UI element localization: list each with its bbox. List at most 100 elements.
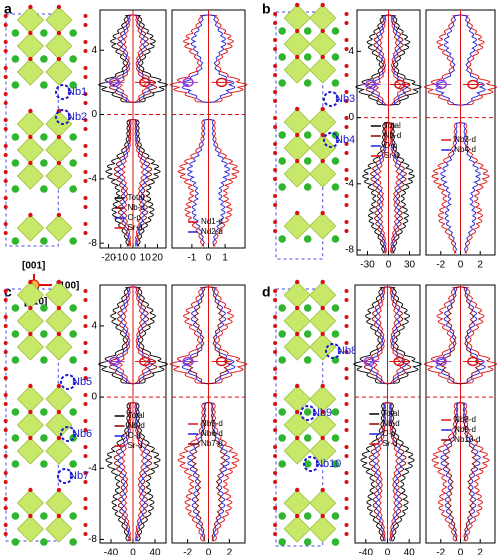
dos-curve: [355, 11, 389, 254]
octahedron: [45, 32, 73, 60]
sr-atom: [278, 460, 287, 468]
o-atom: [344, 497, 349, 501]
o-atom: [344, 480, 349, 484]
legend-label: Sr-d: [384, 151, 399, 160]
legend-label: Sr-d: [382, 439, 397, 448]
o-atom: [273, 497, 278, 501]
o-atom: [273, 21, 278, 25]
o-atom: [3, 222, 8, 226]
sr-atom: [40, 55, 48, 63]
site-marker: [300, 405, 316, 421]
o-atom: [83, 205, 88, 209]
sr-atom: [331, 157, 340, 165]
octahedron: [16, 333, 44, 361]
o-atom: [273, 220, 278, 224]
sr-atom: [278, 157, 287, 165]
sr-atom: [11, 538, 20, 546]
dos-curve: [423, 11, 461, 254]
o-atom: [344, 402, 349, 406]
o-atom: [83, 118, 88, 122]
o-atom: [83, 341, 88, 345]
octahedron: [16, 214, 44, 242]
octahedron: [283, 515, 311, 543]
o-atom: [83, 350, 88, 354]
x-tick-label: -2: [436, 260, 445, 271]
sr-atom: [303, 53, 312, 61]
octahedron: [16, 385, 44, 413]
o-atom: [295, 132, 300, 138]
o-atom: [344, 376, 349, 380]
sr-atom: [69, 512, 77, 520]
y-tick-label: -4: [88, 463, 97, 474]
site-label: Nb5: [72, 376, 92, 388]
o-atom: [28, 134, 33, 140]
sr-atom: [40, 434, 48, 442]
sr-atom: [331, 408, 340, 416]
o-atom: [273, 298, 278, 302]
o-atom: [3, 376, 8, 380]
o-atom: [83, 153, 88, 157]
sr-atom: [278, 79, 287, 87]
o-atom: [273, 480, 278, 484]
x-tick-label: 2: [227, 548, 233, 555]
o-atom: [320, 305, 325, 311]
octahedron: [309, 30, 337, 58]
sr-atom: [69, 304, 77, 312]
dos-curve: [435, 11, 461, 254]
legend-label: Nb-d: [384, 131, 401, 140]
dos-curve: [353, 286, 388, 542]
o-atom: [320, 331, 325, 337]
o-atom: [56, 160, 62, 166]
o-atom: [344, 99, 349, 103]
dos-curve: [387, 286, 407, 542]
legend-label: O-p: [384, 141, 398, 150]
dos-curve: [97, 286, 134, 542]
o-atom: [344, 220, 349, 224]
octahedron: [283, 333, 311, 361]
o-atom: [273, 350, 278, 354]
o-atom: [83, 497, 88, 501]
o-atom: [3, 506, 8, 510]
dos-curve: [363, 286, 388, 542]
x-tick-label: 1: [222, 253, 228, 264]
o-atom: [83, 179, 88, 183]
octahedron: [309, 56, 337, 84]
o-atom: [28, 513, 33, 519]
o-atom: [273, 402, 278, 406]
o-atom: [3, 196, 8, 200]
sr-atom: [69, 356, 77, 364]
o-atom: [83, 144, 88, 148]
o-atom: [295, 331, 300, 337]
sr-atom: [278, 330, 287, 338]
o-atom: [295, 409, 300, 415]
site-label: Nb2: [67, 111, 87, 123]
o-atom: [3, 367, 8, 371]
octahedron: [309, 160, 337, 188]
legend-label: O-p: [382, 429, 396, 438]
dos-curve: [208, 11, 236, 247]
o-atom: [83, 480, 88, 484]
o-atom: [83, 324, 88, 328]
o-atom: [56, 487, 62, 493]
sr-atom: [40, 538, 48, 546]
dos-curve: [388, 11, 407, 254]
sr-atom: [303, 157, 312, 165]
octahedron: [283, 4, 311, 32]
o-atom: [344, 506, 349, 510]
sr-atom: [331, 434, 340, 442]
o-atom: [28, 212, 33, 218]
legend-label: Total: [382, 409, 399, 418]
octahedron: [309, 515, 337, 543]
sr-atom: [331, 53, 340, 61]
o-atom: [295, 54, 300, 60]
o-atom: [83, 376, 88, 380]
sr-atom: [40, 81, 48, 89]
o-atom: [56, 513, 62, 519]
o-atom: [273, 324, 278, 328]
o-atom: [28, 487, 33, 493]
o-atom: [273, 341, 278, 345]
sr-atom: [331, 304, 340, 312]
x-tick-label: 30: [404, 260, 416, 271]
o-atom: [3, 393, 8, 397]
o-atom: [273, 90, 278, 94]
